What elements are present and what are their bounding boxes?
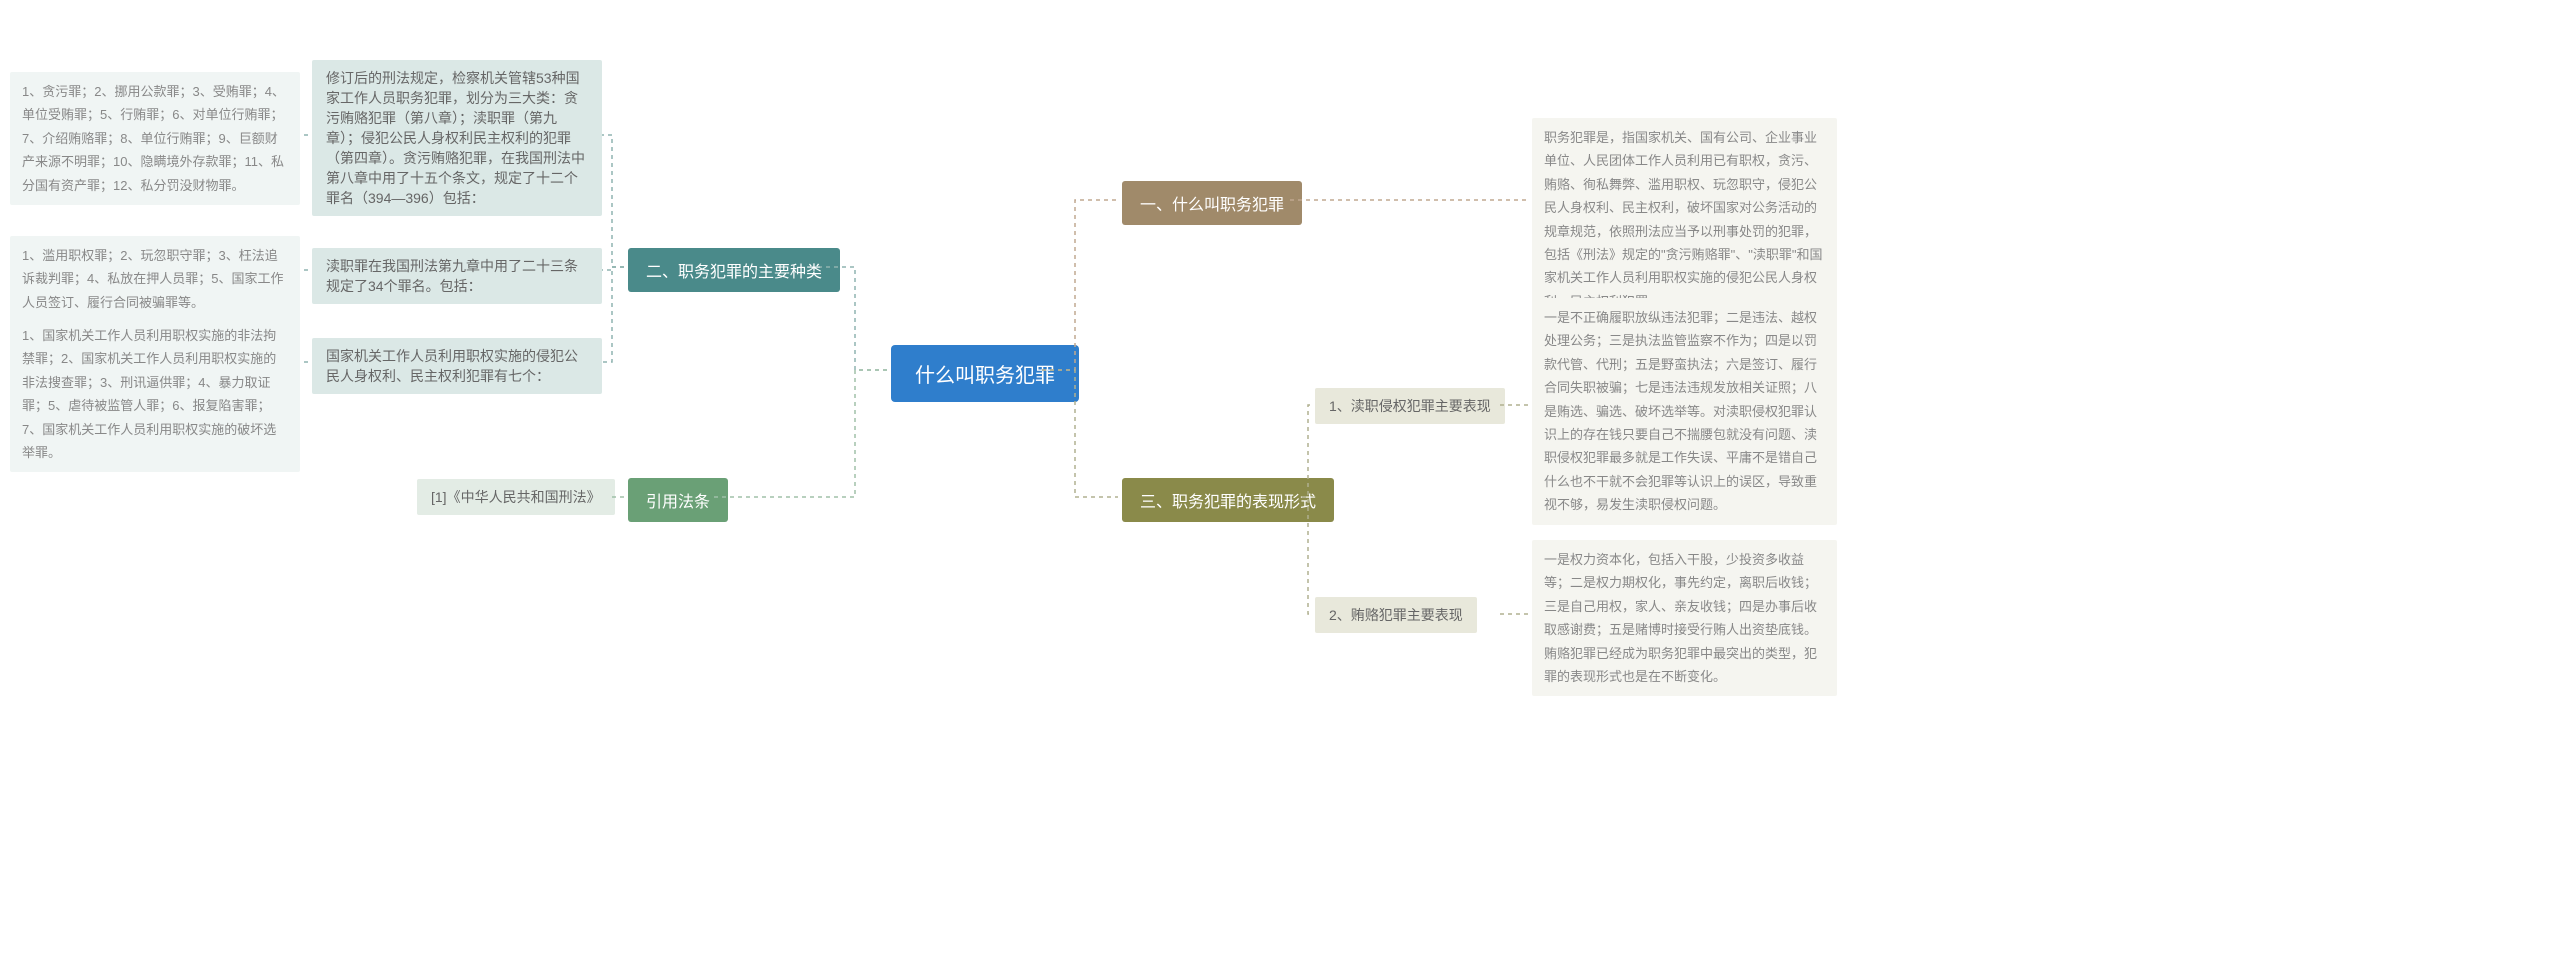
branch-one-label: 一、什么叫职务犯罪 bbox=[1140, 197, 1284, 214]
leaf-three-a1-text: 一是不正确履职放纵违法犯罪；二是违法、越权处理公务；三是执法监管监察不作为；四是… bbox=[1544, 310, 1817, 512]
sub-three-a-label: 1、渎职侵权犯罪主要表现 bbox=[1329, 398, 1491, 414]
leaf-two-b1: 1、滥用职权罪；2、玩忽职守罪；3、枉法追诉裁判罪；4、私放在押人员罪；5、国家… bbox=[10, 236, 300, 322]
leaf-two-c1: 1、国家机关工作人员利用职权实施的非法拘禁罪；2、国家机关工作人员利用职权实施的… bbox=[10, 316, 300, 472]
leaf-two-a1: 1、贪污罪；2、挪用公款罪；3、受贿罪；4、单位受贿罪；5、行贿罪；6、对单位行… bbox=[10, 72, 300, 205]
leaf-two-b1-text: 1、滥用职权罪；2、玩忽职守罪；3、枉法追诉裁判罪；4、私放在押人员罪；5、国家… bbox=[22, 248, 283, 310]
branch-cite[interactable]: 引用法条 bbox=[628, 478, 728, 522]
sub-two-a[interactable]: 修订后的刑法规定，检察机关管辖53种国家工作人员职务犯罪，划分为三大类：贪污贿赂… bbox=[312, 60, 602, 216]
branch-two[interactable]: 二、职务犯罪的主要种类 bbox=[628, 248, 840, 292]
leaf-one-a: 职务犯罪是，指国家机关、国有公司、企业事业单位、人民团体工作人员利用已有职权，贪… bbox=[1532, 118, 1837, 321]
sub-three-b[interactable]: 2、贿赂犯罪主要表现 bbox=[1315, 597, 1477, 633]
sub-two-b[interactable]: 渎职罪在我国刑法第九章中用了二十三条规定了34个罪名。包括： bbox=[312, 248, 602, 304]
sub-two-c[interactable]: 国家机关工作人员利用职权实施的侵犯公民人身权利、民主权利犯罪有七个： bbox=[312, 338, 602, 394]
leaf-two-c1-text: 1、国家机关工作人员利用职权实施的非法拘禁罪；2、国家机关工作人员利用职权实施的… bbox=[22, 328, 276, 460]
leaf-two-a1-text: 1、贪污罪；2、挪用公款罪；3、受贿罪；4、单位受贿罪；5、行贿罪；6、对单位行… bbox=[22, 84, 285, 193]
branch-one[interactable]: 一、什么叫职务犯罪 bbox=[1122, 181, 1302, 225]
leaf-three-b1: 一是权力资本化，包括入干股，少投资多收益等；二是权力期权化，事先约定，离职后收钱… bbox=[1532, 540, 1837, 696]
sub-cite-a[interactable]: [1]《中华人民共和国刑法》 bbox=[417, 479, 615, 515]
branch-two-label: 二、职务犯罪的主要种类 bbox=[646, 264, 822, 281]
root-node[interactable]: 什么叫职务犯罪 bbox=[891, 345, 1079, 402]
branch-three-label: 三、职务犯罪的表现形式 bbox=[1140, 494, 1316, 511]
leaf-one-a-text: 职务犯罪是，指国家机关、国有公司、企业事业单位、人民团体工作人员利用已有职权，贪… bbox=[1544, 130, 1822, 309]
sub-two-a-label: 修订后的刑法规定，检察机关管辖53种国家工作人员职务犯罪，划分为三大类：贪污贿赂… bbox=[326, 70, 585, 206]
sub-two-b-label: 渎职罪在我国刑法第九章中用了二十三条规定了34个罪名。包括： bbox=[326, 258, 578, 294]
sub-three-a[interactable]: 1、渎职侵权犯罪主要表现 bbox=[1315, 388, 1505, 424]
branch-cite-label: 引用法条 bbox=[646, 494, 710, 511]
sub-three-b-label: 2、贿赂犯罪主要表现 bbox=[1329, 607, 1463, 623]
sub-two-c-label: 国家机关工作人员利用职权实施的侵犯公民人身权利、民主权利犯罪有七个： bbox=[326, 348, 578, 384]
leaf-three-a1: 一是不正确履职放纵违法犯罪；二是违法、越权处理公务；三是执法监管监察不作为；四是… bbox=[1532, 298, 1837, 525]
root-label: 什么叫职务犯罪 bbox=[915, 365, 1055, 387]
leaf-three-b1-text: 一是权力资本化，包括入干股，少投资多收益等；二是权力期权化，事先约定，离职后收钱… bbox=[1544, 552, 1817, 684]
sub-cite-a-label: [1]《中华人民共和国刑法》 bbox=[431, 489, 601, 505]
branch-three[interactable]: 三、职务犯罪的表现形式 bbox=[1122, 478, 1334, 522]
